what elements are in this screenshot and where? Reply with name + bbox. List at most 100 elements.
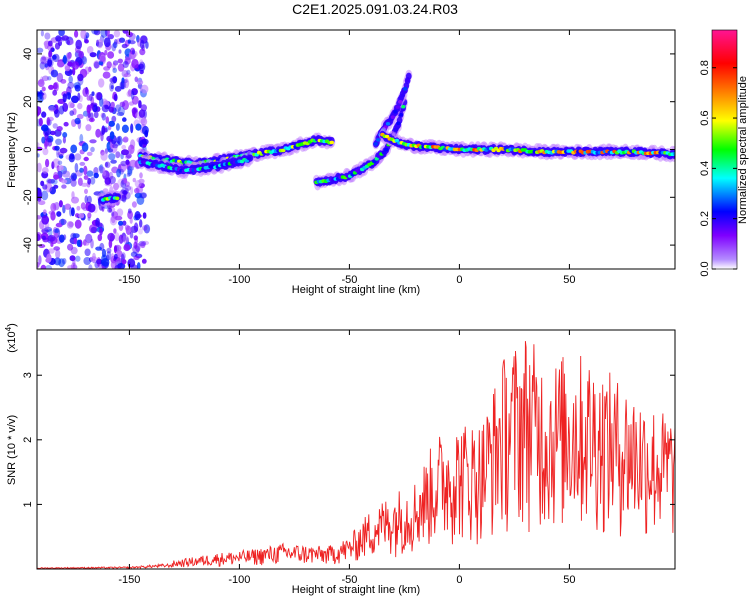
spectrogram-noise-cell (86, 104, 91, 114)
colorbar-ticks: 0.0 0.2 0.4 0.6 0.8 (699, 60, 737, 277)
colorbar-label: Normalized spectral amplitude (737, 76, 749, 224)
spectrogram-noise-cell (135, 123, 142, 131)
spectrogram-noise-cell (122, 136, 129, 143)
spectrogram-noise-cell (108, 120, 115, 127)
spectrogram-noise-cell (116, 168, 121, 178)
spectrogram-noise-cell (37, 190, 43, 198)
spectrogram-noise-cell (65, 92, 72, 100)
spectrogram-noise-cell (133, 235, 138, 241)
spectrogram-noise-cell (89, 256, 98, 262)
spectrogram-noise-cell (68, 221, 74, 227)
spectrogram-noise-cell (110, 159, 117, 164)
spectrogram-noise-cell (47, 179, 56, 184)
spectrogram-noise-cell (76, 113, 84, 120)
spectrogram-noise-cell (111, 211, 115, 217)
spectrogram-noise-cell (40, 56, 47, 65)
spectrogram-noise-cell (58, 105, 65, 115)
spectrogram-noise-cell (48, 116, 54, 122)
spectrogram-marks (37, 30, 675, 269)
spectrogram-noise-cell (52, 123, 58, 129)
spectrogram-noise-cell (67, 265, 76, 269)
spectrogram-noise-cell (110, 101, 115, 109)
spectrogram-noise-cell (50, 211, 56, 221)
spectrogram-noise-cell (38, 79, 44, 85)
spectrogram-noise-cell (44, 140, 48, 150)
spectrogram-noise-cell (37, 106, 42, 116)
spectrogram-noise-cell (83, 156, 89, 162)
spectrogram-noise-cell (74, 162, 79, 173)
spectrogram-noise-cell (115, 123, 120, 131)
spectrogram-noise-cell (47, 44, 54, 52)
spectrogram-noise-cell (128, 101, 135, 106)
snr-y-label: SNR (10 * v/v) (6, 415, 18, 485)
spectrogram-noise-cell (99, 166, 106, 173)
spectrogram-noise-cell (138, 228, 143, 235)
spectrogram-noise-cell (129, 217, 133, 224)
spectrogram-noise-cell (86, 112, 90, 122)
spectrogram-noise-cell (41, 54, 46, 63)
spectrogram-noise-cell (118, 234, 124, 244)
spectrogram-noise-cell (121, 77, 125, 84)
spectrogram-noise-cell (39, 61, 46, 70)
spectrogram-noise-cell (64, 203, 72, 210)
spectrogram-noise-cell (100, 151, 108, 161)
spectrogram-ridge-peak (376, 154, 382, 159)
spectrogram-noise-cell (42, 225, 49, 231)
spectrogram-noise-cell (118, 220, 124, 226)
spectrogram-noise-cell (114, 264, 122, 269)
spectrogram-noise-cell (98, 60, 104, 66)
spectrogram-noise-cell (106, 251, 112, 261)
spectrogram-noise-cell (62, 170, 71, 178)
spectrogram-noise-cell (80, 182, 89, 187)
spectrogram-noise-cell (95, 92, 102, 101)
spectrogram-noise-cell (113, 253, 118, 260)
spectrogram-noise-cell (40, 76, 44, 85)
spectrogram-noise-cell (130, 90, 135, 100)
spectrogram-noise-cell (42, 147, 49, 156)
spectrogram-noise-cell (86, 46, 94, 54)
spectrogram-ridge-peak (385, 122, 391, 126)
spectrogram-noise-cell (91, 30, 99, 35)
spectrogram-noise-cell (116, 38, 122, 45)
spectrogram-noise-cell (136, 79, 144, 85)
spectrogram-noise-cell (96, 39, 99, 47)
spectrogram-noise-cell (124, 185, 132, 192)
spectrogram-noise-cell (107, 207, 112, 213)
spectrogram-noise-cell (47, 40, 53, 47)
spectrogram-noise-cell (104, 104, 109, 110)
spectrogram-noise-cell (87, 177, 92, 185)
spectrogram-noise-cell (44, 32, 51, 40)
spectrogram-noise-cell (93, 111, 99, 119)
spectrogram-noise-cell (122, 30, 129, 34)
spectrogram-noise-cell (115, 257, 122, 264)
spectrogram-noise-cell (53, 82, 58, 90)
spectrogram-noise-cell (37, 79, 45, 88)
spectrogram-noise-cell (53, 174, 60, 180)
spectrogram-noise-cell (40, 264, 47, 269)
spectrogram-noise-cell (95, 128, 101, 138)
spectrogram-noise-cell (42, 209, 47, 216)
spectrogram-noise-cell (112, 62, 116, 71)
spectrogram-noise-cell (114, 215, 123, 221)
spectrogram-noise-cell (130, 123, 134, 134)
spectrogram-noise-cell (76, 239, 81, 247)
spectrogram-noise-cell (142, 225, 148, 231)
spectrogram-noise-cell (140, 84, 149, 94)
snr-x-tick-label: -100 (228, 574, 250, 586)
spectrogram-noise-cell (92, 104, 98, 113)
snr-y-tick-label: 3 (22, 372, 34, 378)
spectrogram-y-tick-label: -20 (22, 189, 34, 205)
spectrogram-ridge-peak (401, 104, 406, 109)
spectrogram-noise-cell (37, 153, 40, 158)
spectrogram-noise-cell (37, 47, 44, 53)
spectrogram-noise-cell (98, 78, 105, 88)
spectrogram-noise-cell (140, 117, 148, 126)
spectrogram-noise-cell (113, 30, 121, 38)
spectrogram-noise-cell (134, 76, 139, 83)
spectrogram-noise-cell (47, 58, 53, 67)
spectrogram-noise-cell (41, 86, 46, 92)
colorbar: 0.0 0.2 0.4 0.6 0.8 Normalized spectral ampl… (699, 29, 749, 277)
spectrogram-noise-cell (74, 84, 81, 92)
spectrogram-noise-cell (130, 47, 135, 55)
